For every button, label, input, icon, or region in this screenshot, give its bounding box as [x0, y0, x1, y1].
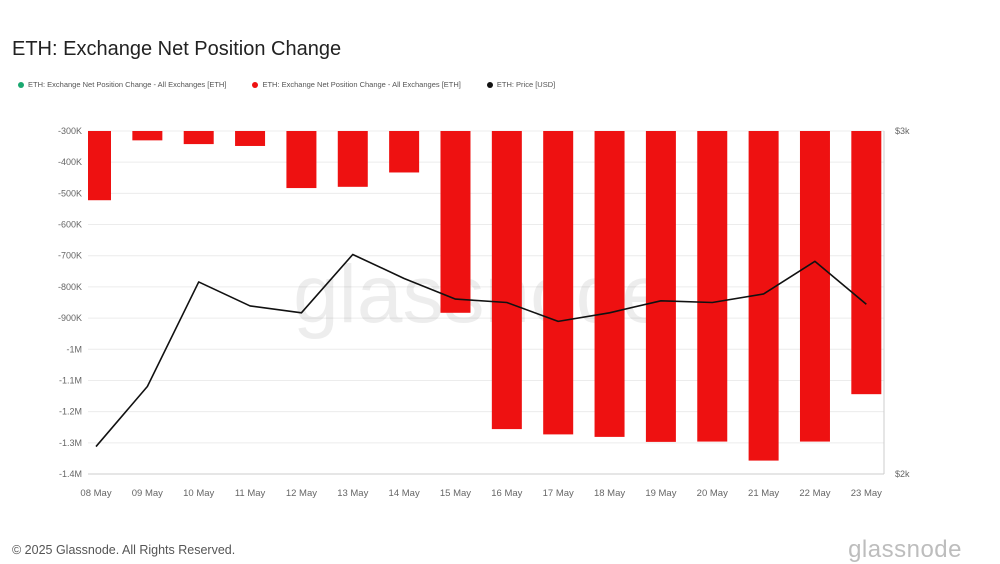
bar — [799, 131, 830, 442]
y-left-tick-label: -300K — [58, 126, 82, 136]
bar — [491, 131, 522, 430]
x-tick-label: 23 May — [851, 488, 882, 499]
bar — [235, 131, 266, 146]
x-tick-label: 10 May — [183, 488, 214, 499]
y-left-tick-label: -900K — [58, 313, 82, 323]
chart-legend: ETH: Exchange Net Position Change - All … — [18, 80, 555, 89]
price-line-group — [95, 253, 867, 448]
x-tick-label: 19 May — [645, 488, 676, 499]
y-right-tick-label: $3k — [895, 126, 910, 136]
x-tick-label: 08 May — [80, 488, 111, 499]
y-left-tick-label: -800K — [58, 282, 82, 292]
bar — [183, 131, 214, 145]
legend-label: ETH: Price [USD] — [496, 80, 556, 89]
legend-item-price[interactable]: ETH: Price [USD] — [486, 80, 556, 89]
y-left-tick-label: -1.1M — [59, 375, 82, 385]
bar — [440, 131, 471, 313]
legend-item-green[interactable]: ETH: Exchange Net Position Change - All … — [18, 80, 226, 89]
x-tick-label: 17 May — [543, 488, 574, 499]
legend-dot-black-icon — [486, 81, 493, 88]
y-left-tick-label: -500K — [58, 188, 82, 198]
legend-label: ETH: Exchange Net Position Change - All … — [28, 80, 227, 89]
bars — [88, 131, 882, 461]
legend-dot-red-icon — [252, 81, 259, 88]
x-tick-label: 22 May — [799, 488, 830, 499]
price-line — [95, 253, 867, 448]
legend-label: ETH: Exchange Net Position Change - All … — [262, 80, 461, 89]
y-left-tick-label: -700K — [58, 251, 82, 261]
x-tick-label: 20 May — [697, 488, 728, 499]
legend-item-red[interactable]: ETH: Exchange Net Position Change - All … — [252, 80, 461, 89]
bar — [337, 131, 368, 187]
y-left-tick-label: -1.4M — [59, 469, 82, 479]
copyright-footer: © 2025 Glassnode. All Rights Reserved. — [12, 543, 236, 557]
glassnode-logo: glassnode — [848, 536, 962, 563]
bar — [132, 131, 163, 141]
y-left-tick-label: -400K — [58, 157, 82, 167]
axes: -300K -400K -500K -600K -700K -800K -900K -1M -1… — [58, 126, 910, 499]
bar — [851, 131, 882, 395]
bar — [697, 131, 728, 442]
bar — [286, 131, 317, 189]
x-tick-label: 11 May — [235, 488, 266, 499]
chart-title: ETH: Exchange Net Position Change — [12, 38, 342, 60]
x-tick-label: 15 May — [440, 488, 471, 499]
bar — [543, 131, 574, 435]
y-right-tick-label: $2k — [895, 469, 910, 479]
x-tick-label: 18 May — [594, 488, 625, 499]
x-tick-label: 13 May — [337, 488, 368, 499]
y-left-tick-label: -1M — [67, 344, 83, 354]
bar — [88, 131, 111, 201]
bar — [645, 131, 676, 442]
bar — [389, 131, 420, 173]
y-left-tick-label: -1.3M — [59, 438, 82, 448]
x-tick-label: 12 May — [286, 488, 317, 499]
x-tick-label: 16 May — [491, 488, 522, 499]
y-left-tick-label: -600K — [58, 220, 82, 230]
x-tick-label: 21 May — [748, 488, 779, 499]
y-left-tick-label: -1.2M — [59, 407, 82, 417]
x-tick-label: 14 May — [389, 488, 420, 499]
legend-dot-green-icon — [18, 81, 24, 88]
bar — [594, 131, 625, 437]
x-tick-label: 09 May — [132, 488, 163, 499]
